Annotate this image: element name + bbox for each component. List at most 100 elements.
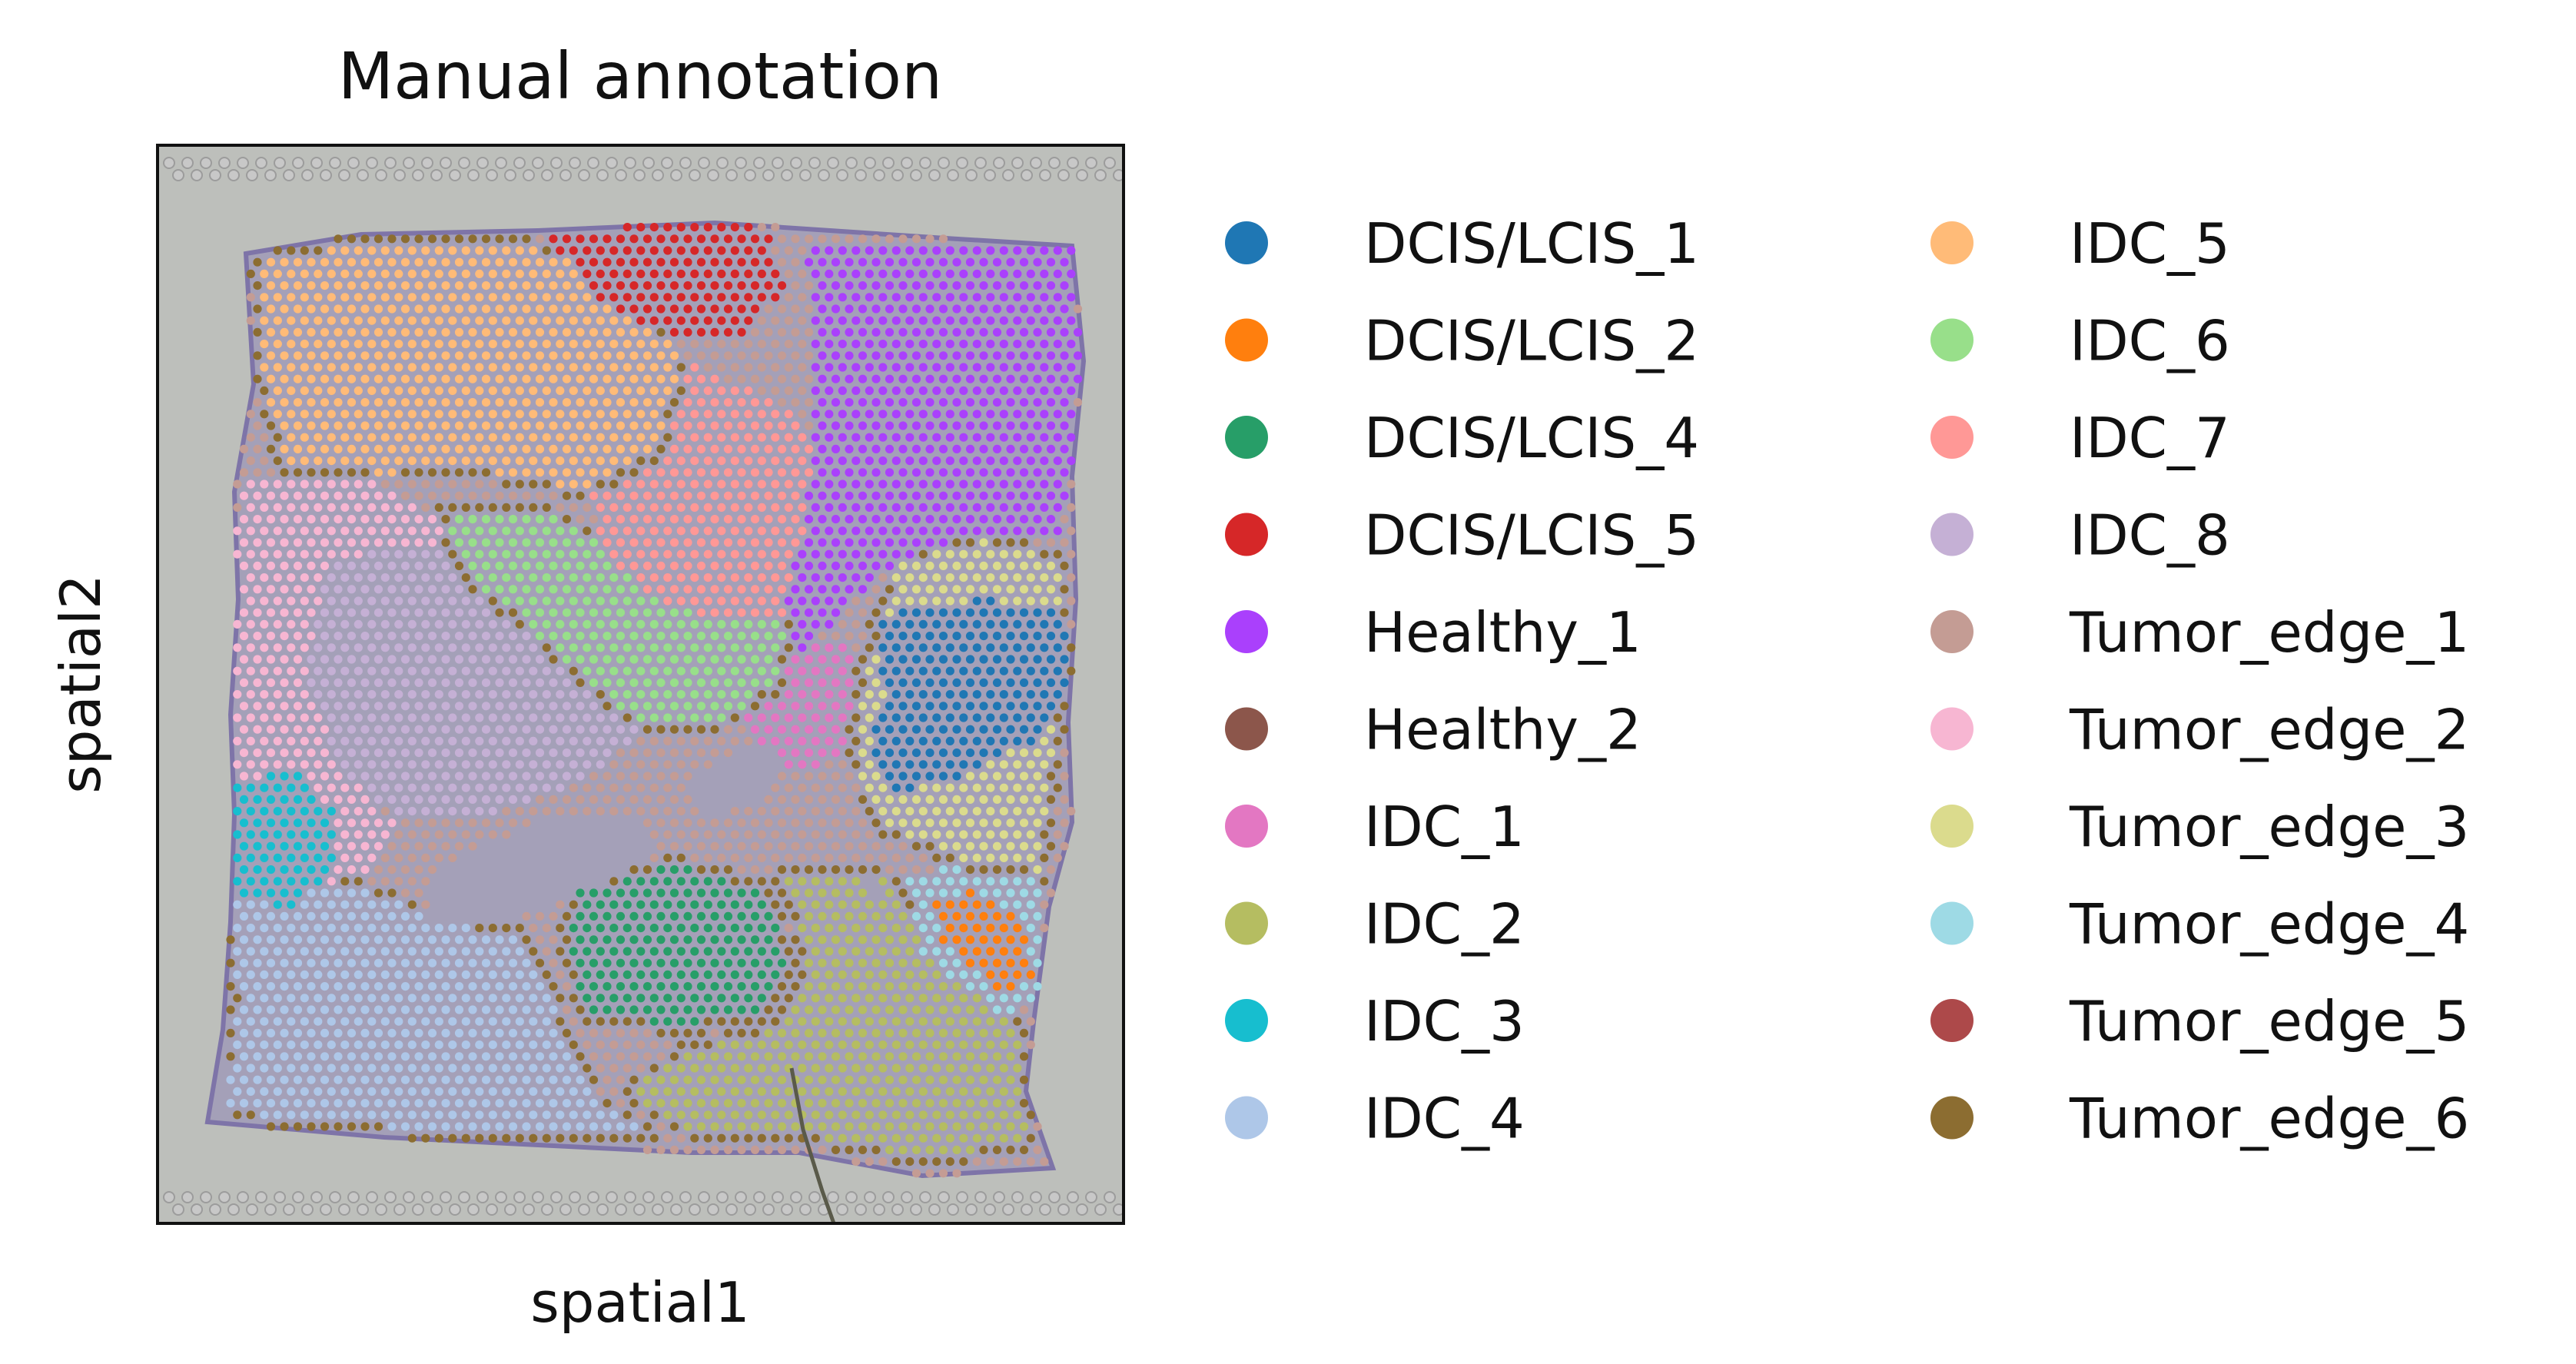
- spot: [851, 526, 861, 536]
- spot: [757, 410, 766, 419]
- spot: [414, 1005, 423, 1014]
- spot: [320, 795, 330, 804]
- spot: [771, 853, 780, 862]
- spot: [233, 736, 242, 746]
- spot: [609, 713, 619, 722]
- spot: [898, 702, 908, 711]
- spot: [481, 327, 491, 337]
- spot: [576, 444, 585, 454]
- spot: [609, 363, 619, 372]
- spot: [542, 1064, 551, 1073]
- spot: [616, 491, 626, 500]
- spot: [1067, 666, 1076, 675]
- spot: [757, 1017, 766, 1026]
- spot: [441, 561, 450, 571]
- spot: [387, 888, 397, 898]
- spot: [663, 269, 672, 278]
- spot: [427, 702, 437, 711]
- spot: [737, 632, 746, 641]
- spot: [556, 760, 565, 769]
- spot: [986, 713, 995, 722]
- spot: [307, 1075, 316, 1084]
- spot: [314, 947, 323, 956]
- spot: [622, 900, 632, 909]
- spot: [549, 1052, 558, 1061]
- spot: [354, 643, 363, 652]
- spot: [636, 924, 646, 933]
- spot: [529, 1110, 538, 1120]
- spot: [535, 982, 545, 991]
- spot: [394, 573, 403, 582]
- spot: [448, 1087, 457, 1096]
- spot: [441, 1028, 450, 1037]
- spot: [831, 655, 841, 664]
- spot: [804, 725, 814, 734]
- spot: [367, 456, 377, 466]
- spot: [891, 807, 901, 816]
- spot: [1067, 643, 1076, 652]
- spot: [878, 736, 888, 746]
- spot: [952, 888, 961, 898]
- spot: [858, 327, 868, 337]
- spot: [871, 655, 881, 664]
- spot: [583, 643, 592, 652]
- spot: [891, 1017, 901, 1026]
- legend-label-healthy-1: Healthy_1: [1364, 600, 1642, 665]
- spot: [1013, 1110, 1022, 1120]
- spot: [885, 234, 895, 244]
- spot: [400, 911, 410, 921]
- spot: [334, 702, 343, 711]
- spot: [811, 853, 820, 862]
- spot: [354, 736, 363, 746]
- spot: [515, 340, 524, 349]
- spot: [663, 970, 672, 979]
- spot: [965, 585, 975, 594]
- spot: [233, 526, 242, 536]
- spot: [387, 1099, 397, 1108]
- spot: [414, 1099, 423, 1108]
- spot: [314, 900, 323, 909]
- spot: [784, 269, 793, 278]
- spot: [1053, 643, 1062, 652]
- spot: [831, 911, 841, 921]
- spot: [414, 632, 423, 641]
- spot: [838, 433, 847, 442]
- spot: [750, 491, 760, 500]
- fiducial-spot: [781, 169, 793, 181]
- spot: [771, 363, 780, 372]
- spot: [373, 374, 383, 383]
- spot: [710, 515, 719, 524]
- spot: [891, 573, 901, 582]
- spot: [945, 549, 954, 559]
- spot: [475, 619, 484, 629]
- spot: [649, 456, 659, 466]
- spot: [945, 713, 954, 722]
- spot: [845, 818, 854, 828]
- spot: [266, 725, 276, 734]
- spot: [1053, 363, 1062, 372]
- spot: [314, 549, 323, 559]
- spot: [703, 596, 712, 606]
- spot: [1040, 269, 1049, 278]
- spot: [414, 444, 423, 454]
- fiducial-spot: [855, 169, 867, 181]
- spot: [327, 690, 336, 699]
- spot: [549, 351, 558, 360]
- spot: [642, 678, 652, 688]
- spot: [986, 643, 995, 652]
- spot: [549, 515, 558, 524]
- spot: [427, 421, 437, 430]
- spot: [938, 1122, 948, 1131]
- spot: [253, 327, 262, 337]
- spot: [239, 585, 249, 594]
- spot: [636, 900, 646, 909]
- spot: [986, 386, 995, 395]
- spot: [495, 958, 504, 967]
- spot: [878, 573, 888, 582]
- spot: [911, 1122, 921, 1131]
- spot: [1019, 818, 1029, 828]
- spot: [475, 246, 484, 255]
- spot: [757, 480, 766, 489]
- spot: [475, 340, 484, 349]
- spot: [730, 526, 739, 536]
